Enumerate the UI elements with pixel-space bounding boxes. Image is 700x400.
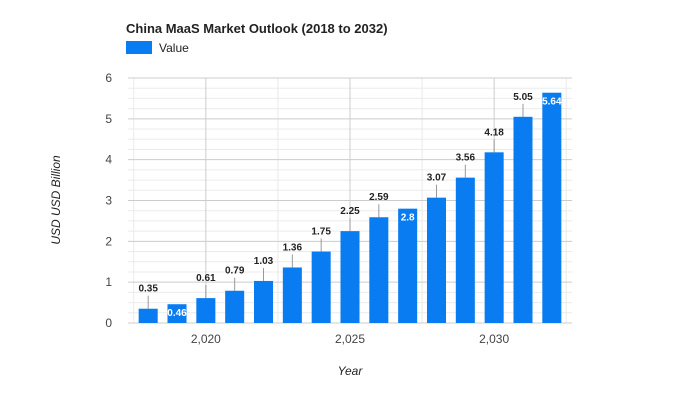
chart-title: China MaaS Market Outlook (2018 to 2032): [126, 21, 388, 36]
data-label-2020: 0.61: [196, 273, 216, 284]
bar-2031: [513, 116, 533, 324]
bar-2024: [311, 251, 331, 323]
bar-2018: [138, 308, 158, 323]
y-tick-label: 6: [105, 71, 112, 85]
y-tick-label: 0: [105, 316, 112, 330]
bar-2028: [426, 197, 447, 323]
data-label-2032: 5.64: [542, 97, 562, 108]
data-label-2025: 2.25: [340, 206, 360, 217]
data-label-2022: 1.03: [254, 256, 274, 267]
y-tick-label: 3: [105, 194, 112, 208]
bar-2019: [167, 304, 187, 323]
data-label-2029: 3.56: [456, 153, 476, 164]
bar-2023: [282, 267, 302, 323]
bar-2020: [196, 298, 216, 323]
y-tick-label: 5: [105, 112, 112, 126]
bar-2029: [455, 177, 475, 323]
x-tick-label: 2,025: [335, 332, 365, 346]
x-axis-title: Year: [338, 364, 364, 378]
x-tick-label: 2,030: [479, 332, 509, 346]
bar-2026: [369, 217, 389, 323]
data-label-2031: 5.05: [513, 92, 533, 103]
legend-label: Value: [159, 41, 189, 55]
y-axis-ticks: 0 1 2 3 4 5 6: [105, 71, 112, 330]
data-label-2028: 3.07: [427, 173, 447, 184]
data-label-2021: 0.79: [225, 266, 245, 277]
data-label-2023: 1.36: [283, 242, 303, 253]
legend-swatch: [126, 41, 152, 54]
data-label-2026: 2.59: [369, 192, 389, 203]
bar-2025: [340, 231, 360, 323]
data-label-2024: 1.75: [311, 227, 331, 238]
x-tick-label: 2,020: [191, 332, 221, 346]
data-labels: 0.35 0.46 0.61 0.79 1.03 1.36 1.75 2.25 2.59 2.8 3…: [138, 92, 562, 319]
bars: [138, 92, 562, 324]
data-label-2027: 2.8: [401, 213, 415, 224]
bar-2022: [253, 280, 274, 323]
x-axis-ticks: 2,020 2,025 2,030: [191, 332, 510, 346]
data-label-2030: 4.18: [484, 127, 504, 138]
bar-2021: [225, 290, 245, 323]
bar-2032: [542, 92, 562, 323]
y-tick-label: 1: [105, 275, 112, 289]
y-tick-label: 4: [105, 153, 112, 167]
y-tick-label: 2: [105, 234, 112, 248]
bar-2027: [398, 208, 418, 323]
y-axis-title: USD USD Billion: [49, 155, 63, 245]
bar-2030: [484, 152, 504, 323]
data-label-2019: 0.46: [167, 308, 187, 319]
legend: Value: [126, 41, 189, 55]
data-label-2018: 0.35: [138, 284, 158, 295]
